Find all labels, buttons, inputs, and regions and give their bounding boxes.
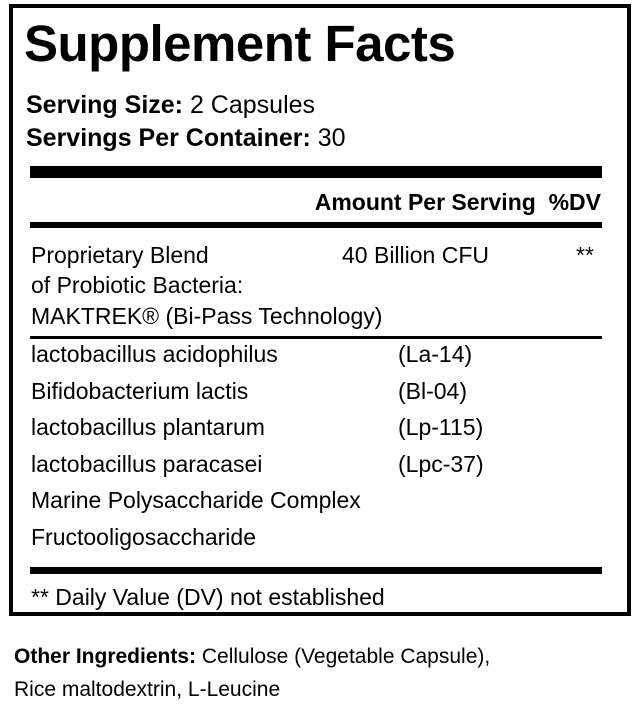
supplement-facts-panel (9, 4, 631, 616)
footnote: ** Daily Value (DV) not established (31, 584, 385, 610)
ingredient-strain: (Lp-115) (398, 414, 484, 440)
dv-header: %DV (548, 189, 601, 215)
blend-amount: 40 Billion CFU (342, 242, 489, 268)
servings-per-container: Servings Per Container: 30 (26, 124, 346, 153)
other-ingredients-text: Cellulose (Vegetable Capsule), (201, 645, 491, 668)
amount-header: Amount Per Serving (314, 189, 536, 215)
column-header: Amount Per Serving %DV (315, 189, 601, 216)
ingredient-name: Marine Polysaccharide Complex (31, 487, 361, 513)
other-ingredients-label: Other Ingredients: (14, 645, 197, 668)
thick-divider (30, 166, 602, 178)
ingredient-name: lactobacillus plantarum (31, 414, 265, 440)
other-ingredients-line-1: Other Ingredients: Cellulose (Vegetable … (14, 645, 490, 669)
ingredient-strain: (La-14) (398, 341, 473, 367)
servings-per-container-label: Servings Per Container: (26, 124, 311, 152)
ingredient-name: Fructooligosaccharide (31, 523, 257, 550)
panel-title: Supplement Facts (24, 15, 456, 72)
blend-line-3: MAKTREK® (Bi-Pass Technology) (31, 303, 383, 329)
ingredient-name: lactobacillus acidophilus (31, 341, 278, 367)
blend-dv: ** (576, 242, 594, 268)
serving-size: Serving Size: 2 Capsules (26, 91, 315, 120)
thin-divider (30, 336, 602, 339)
ingredient-strain: (Lpc-37) (398, 450, 484, 477)
serving-size-label: Serving Size: (26, 91, 183, 119)
ingredient-strain: (Bl-04) (398, 377, 468, 404)
other-ingredients-line-2: Rice maltodextrin, L-Leucine (14, 678, 281, 701)
ingredient-name: lactobacillus paracasei (31, 450, 263, 477)
medium-divider (30, 222, 602, 228)
blend-line-1: Proprietary Blend (31, 242, 209, 268)
medium-divider (30, 567, 602, 574)
ingredient-name: Bifidobacterium lactis (31, 377, 249, 404)
servings-per-container-value: 30 (317, 124, 346, 152)
serving-size-value: 2 Capsules (189, 91, 316, 119)
blend-line-2: of Probiotic Bacteria: (31, 272, 244, 298)
